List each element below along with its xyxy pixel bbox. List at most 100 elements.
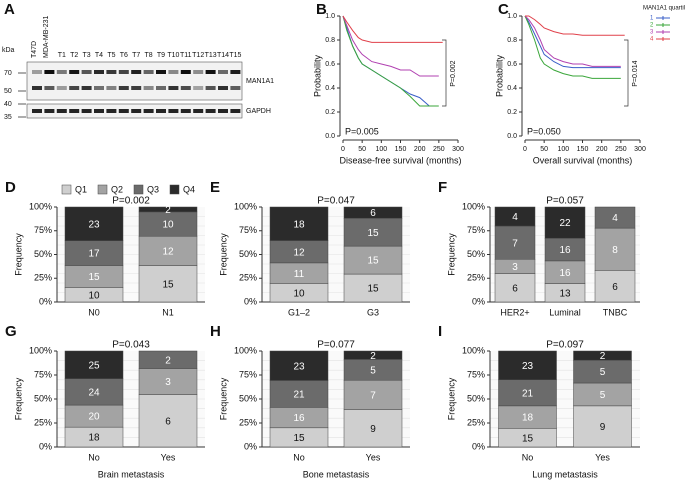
legend-label: 2 [650, 23, 654, 29]
band [180, 109, 191, 113]
chart-title: P=0.047 [317, 196, 355, 207]
bracket-label: P=0.002 [450, 60, 457, 86]
legend-label: 4 [650, 37, 654, 43]
data-label: 6 [612, 282, 618, 293]
data-label: 9 [600, 422, 606, 433]
panel-label: G [5, 323, 17, 340]
y-tick-label: 25% [239, 417, 257, 427]
bar-segment [498, 350, 557, 380]
y-tick-label: 100% [462, 345, 485, 355]
data-label: 20 [88, 412, 100, 423]
band [193, 86, 204, 90]
x-axis-label: Overall survival (months) [533, 155, 633, 165]
survival-curve [524, 15, 621, 79]
chart-title: P=0.057 [546, 196, 584, 207]
y-tick-label: 75% [34, 225, 52, 235]
panel-label: D [5, 179, 16, 196]
band [44, 86, 55, 90]
band [131, 86, 142, 90]
lane-label: T11 [180, 52, 192, 59]
bar-segment [138, 206, 198, 213]
legend-swatch [169, 184, 180, 195]
band [56, 70, 67, 74]
legend-swatch [133, 184, 144, 195]
y-axis-label: Probability [312, 54, 322, 97]
bar-segment [343, 273, 403, 303]
marker-label: 70 [4, 70, 12, 77]
legend-swatch [61, 184, 72, 195]
band [156, 86, 166, 90]
lane-label: T15 [229, 52, 241, 59]
x-tick-label: No [293, 452, 305, 462]
y-tick-label: 75% [467, 369, 485, 379]
kda-label: kDa [2, 47, 15, 54]
y-tick-label: 0% [39, 296, 52, 306]
data-label: 7 [512, 238, 518, 249]
data-label: 10 [88, 290, 100, 301]
x-tick-label: 250 [433, 146, 445, 153]
data-label: 6 [165, 416, 171, 427]
blot-label: MAN1A1 [246, 78, 274, 85]
band [205, 70, 216, 74]
bar-segment [494, 225, 536, 260]
legend-label: Q1 [75, 184, 87, 194]
lane-label: T3 [83, 52, 91, 59]
data-label: 4 [612, 213, 618, 224]
data-label: 5 [370, 365, 376, 376]
y-tick-label: 100% [234, 201, 257, 211]
data-label: 8 [612, 245, 618, 256]
data-label: 18 [88, 433, 100, 444]
bar-segment [498, 379, 557, 407]
band [69, 70, 80, 74]
legend-title: MAN1A1 quartiles [643, 6, 685, 12]
annotation: P=0.005 [345, 126, 379, 136]
panel-label: H [210, 323, 221, 340]
band [218, 109, 228, 113]
lane-label: T9 [157, 52, 165, 59]
data-label: 6 [512, 283, 518, 294]
band [180, 70, 191, 74]
band [81, 109, 92, 113]
y-tick-label: 75% [239, 369, 257, 379]
bracket [624, 39, 629, 107]
legend-label: Q3 [147, 184, 159, 194]
legend-swatch [97, 184, 108, 195]
data-label: 4 [512, 212, 518, 223]
y-tick-label: 100% [234, 345, 257, 355]
data-label: 25 [88, 360, 100, 371]
x-tick-label: Yes [595, 452, 610, 462]
data-label: 16 [293, 413, 305, 424]
lane-label: T1 [58, 52, 66, 59]
bar-segment [594, 206, 636, 229]
band [205, 86, 216, 90]
y-tick-label: 50% [34, 393, 52, 403]
bar-segment [64, 240, 124, 266]
x-tick-label: 50 [358, 146, 366, 153]
x-tick-label: 150 [577, 146, 589, 153]
lane-label: T4 [95, 52, 103, 59]
bracket [442, 39, 447, 107]
survival-curve [524, 15, 621, 67]
data-label: 21 [522, 388, 534, 399]
legend-label: 3 [650, 30, 654, 36]
data-label: 15 [293, 433, 305, 444]
bar-segment [594, 270, 636, 303]
x-tick-label: N1 [162, 307, 174, 317]
bar-segment [138, 235, 198, 266]
y-tick-label: 0.4 [507, 85, 517, 92]
x-tick-label: 300 [634, 146, 646, 153]
data-label: 21 [293, 390, 305, 401]
x-tick-label: HER2+ [500, 307, 529, 317]
x-tick-label: N0 [88, 307, 100, 317]
data-label: 9 [370, 424, 376, 435]
bar-segment [343, 206, 403, 219]
x-axis-label: Lung metastasis [532, 469, 598, 479]
marker-label: 35 [4, 114, 12, 121]
data-label: 2 [370, 351, 376, 362]
x-tick-label: 100 [375, 146, 387, 153]
y-axis-label: Frequency [13, 377, 23, 420]
lane-label: T12 [192, 52, 204, 59]
data-label: 12 [162, 246, 174, 257]
y-tick-label: 50% [467, 393, 485, 403]
